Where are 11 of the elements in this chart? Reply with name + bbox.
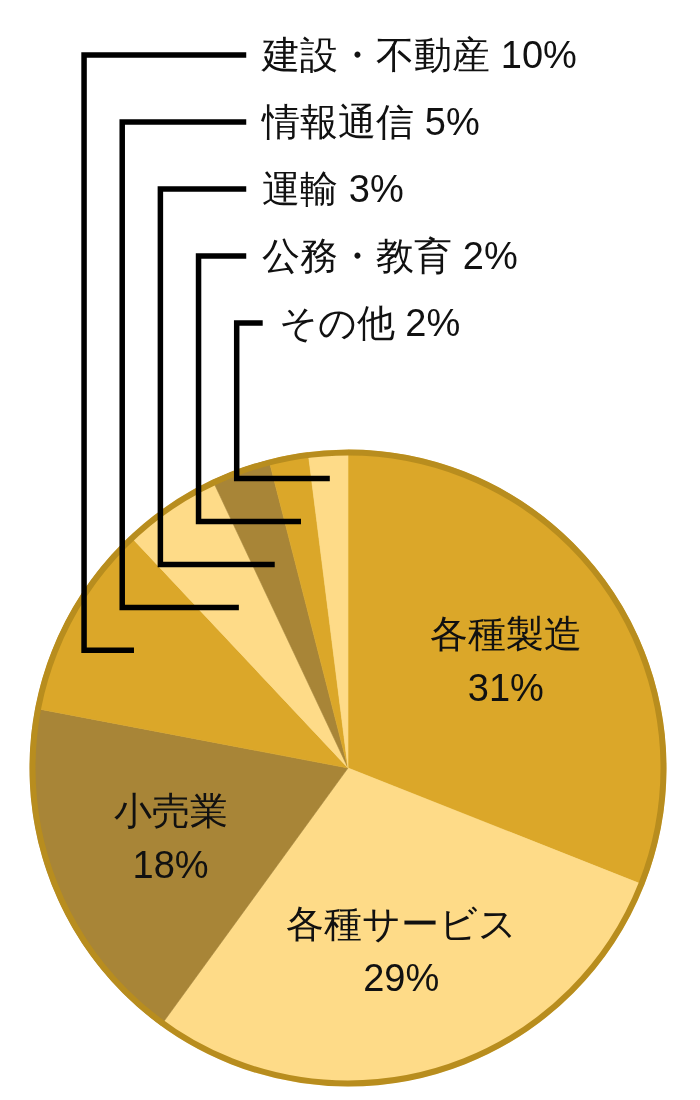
slice-label: 小売業 bbox=[113, 790, 228, 833]
data-label: 31% bbox=[467, 666, 544, 709]
data-label: 29% bbox=[363, 957, 440, 1000]
data-label: 18% bbox=[132, 844, 209, 887]
slice-label: その他 2% bbox=[278, 302, 461, 344]
slice-label: 各種製造 bbox=[429, 612, 582, 655]
slice-label: 運輸 3% bbox=[262, 168, 404, 210]
slice-label: 情報通信 5% bbox=[261, 101, 480, 143]
slice-label: 建設・不動産 10% bbox=[261, 34, 577, 76]
slice-label: 各種サービス bbox=[285, 903, 517, 946]
slice-label: 公務・教育 2% bbox=[262, 235, 518, 277]
